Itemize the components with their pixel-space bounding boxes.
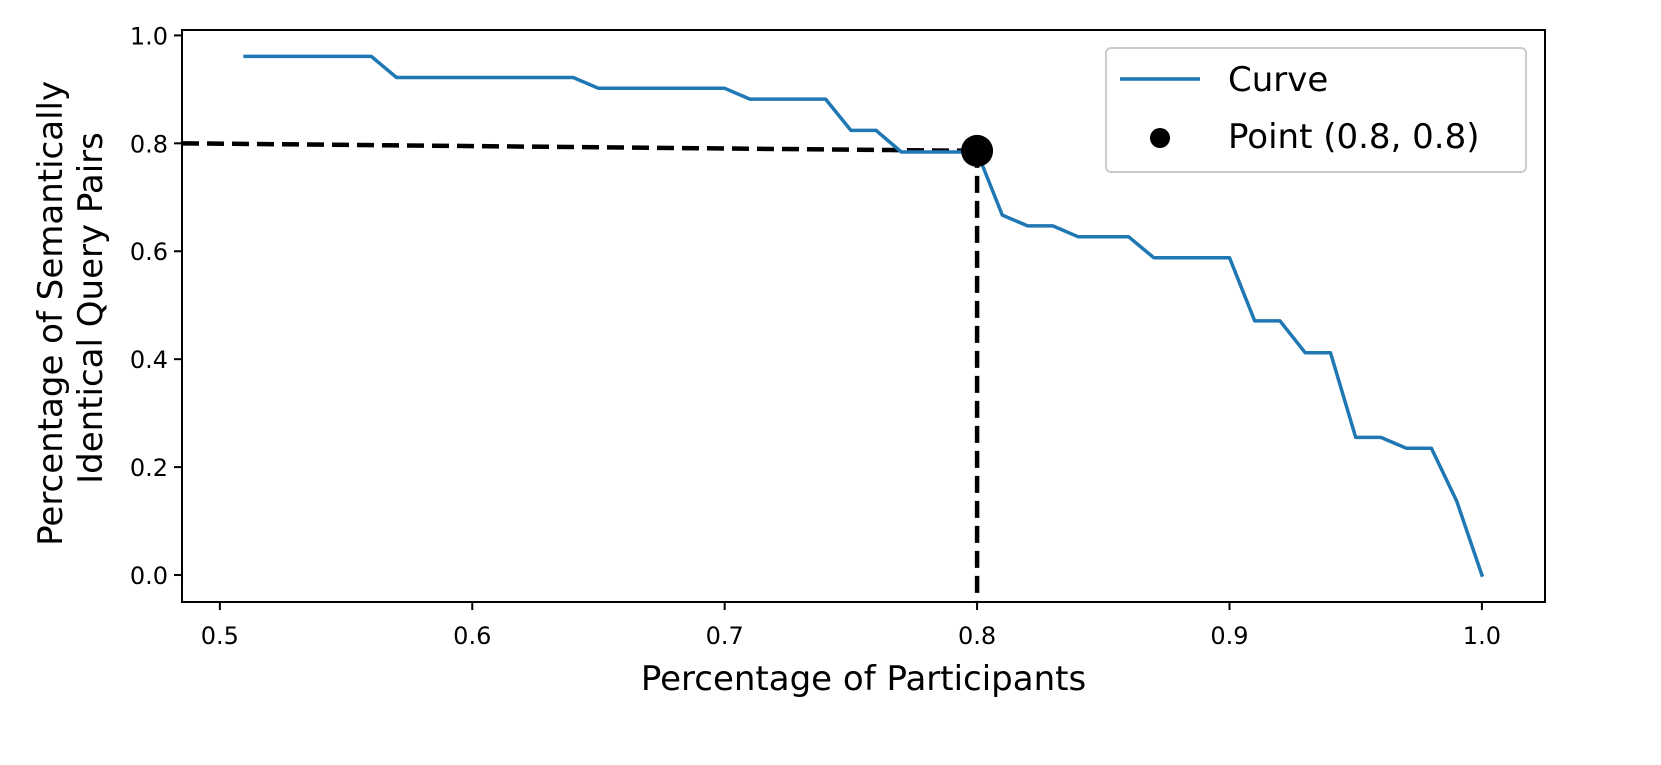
legend-label-curve: Curve	[1228, 60, 1328, 100]
x-tick-label: 0.9	[1210, 622, 1248, 650]
y-axis-label-line-2: Identical Query Pairs	[71, 132, 111, 484]
y-axis-label-line-1: Percentage of Semantically	[31, 81, 71, 546]
x-tick-label: 1.0	[1463, 622, 1501, 650]
series-layer	[243, 54, 1485, 578]
legend-box	[1105, 47, 1527, 173]
legend-swatch-point	[1150, 128, 1170, 148]
marker-layer	[961, 134, 994, 167]
legend-label-point: Point (0.8, 0.8)	[1228, 117, 1480, 157]
y-axis-ticks: 0.0 0.2 0.4 0.6 0.8 1.0	[130, 22, 182, 590]
x-tick-label: 0.6	[453, 622, 491, 650]
x-axis-label: Percentage of Participants	[641, 659, 1086, 699]
y-tick-label: 0.6	[130, 238, 168, 266]
x-tick-label: 0.5	[201, 622, 239, 650]
reference-lines	[181, 141, 980, 602]
y-tick-label: 0.4	[130, 346, 168, 374]
y-tick-label: 1.0	[130, 22, 168, 50]
y-axis-label: Percentage of Semantically Identical Que…	[31, 70, 111, 546]
plot-frame	[181, 29, 1546, 603]
highlight-point-marker	[961, 134, 994, 167]
y-tick-label: 0.8	[130, 130, 168, 158]
y-tick-label: 0.2	[130, 454, 168, 482]
legend: Curve Point (0.8, 0.8)	[1105, 47, 1527, 173]
y-tick-label: 0.0	[130, 562, 168, 590]
x-tick-label: 0.8	[958, 622, 996, 650]
x-axis-ticks: 0.5 0.6 0.7 0.8 0.9 1.0	[201, 602, 1501, 650]
x-tick-label: 0.7	[706, 622, 744, 650]
horizontal-reference-line	[181, 141, 978, 154]
series-line-curve	[243, 54, 1485, 578]
